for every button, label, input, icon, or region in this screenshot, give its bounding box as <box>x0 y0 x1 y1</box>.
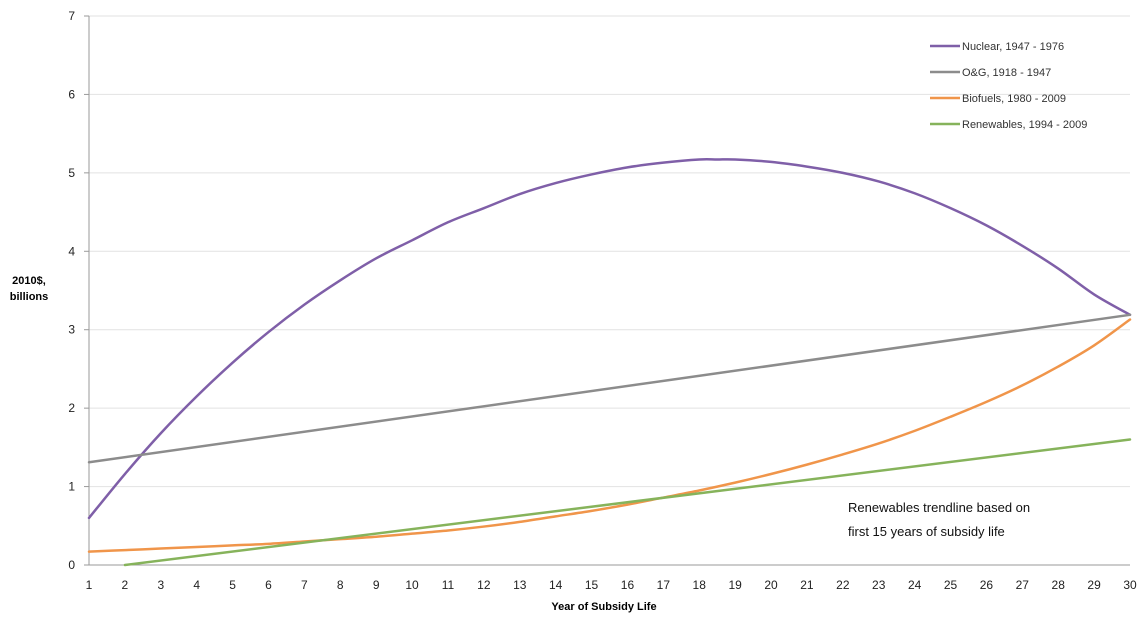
x-tick-label-9: 9 <box>373 578 380 592</box>
x-tick-label-1: 1 <box>86 578 93 592</box>
series-lines <box>87 158 1132 567</box>
y-tick-label-7: 7 <box>68 9 75 23</box>
y-tick-label-3: 3 <box>68 323 75 337</box>
y-axis-title-line-1: 2010$, <box>12 275 46 287</box>
legend-label-2: Biofuels, 1980 - 2009 <box>962 93 1066 105</box>
x-tick-label-6: 6 <box>265 578 272 592</box>
gridlines <box>89 15 1130 488</box>
legend-label-3: Renewables, 1994 - 2009 <box>962 119 1087 131</box>
series-line-1 <box>87 313 1132 464</box>
x-tick-label-26: 26 <box>980 578 994 592</box>
annotation-line-2: first 15 years of subsidy life <box>848 524 1005 539</box>
x-tick-label-5: 5 <box>229 578 236 592</box>
legend-label-0: Nuclear, 1947 - 1976 <box>962 41 1064 53</box>
y-tick-label-6: 6 <box>68 87 75 101</box>
y-tick-label-5: 5 <box>68 166 75 180</box>
x-tick-label-25: 25 <box>944 578 958 592</box>
x-tick-label-16: 16 <box>621 578 635 592</box>
x-tick-label-2: 2 <box>122 578 129 592</box>
x-tick-label-12: 12 <box>477 578 491 592</box>
x-tick-label-21: 21 <box>800 578 814 592</box>
legend: Nuclear, 1947 - 1976 O&G, 1918 - 1947 Biof… <box>930 41 1087 131</box>
legend-label-1: O&G, 1918 - 1947 <box>962 67 1051 79</box>
x-tick-label-30: 30 <box>1123 578 1137 592</box>
x-tick-label-14: 14 <box>549 578 563 592</box>
x-tick-label-8: 8 <box>337 578 344 592</box>
series-line-0 <box>87 158 1132 520</box>
x-tick-label-20: 20 <box>764 578 778 592</box>
y-axis-title-line-2: billions <box>10 291 49 303</box>
x-tick-label-7: 7 <box>301 578 308 592</box>
x-tick-label-15: 15 <box>585 578 599 592</box>
series-line-3 <box>123 438 1132 567</box>
y-tick-label-4: 4 <box>68 244 75 258</box>
x-tick-label-13: 13 <box>513 578 527 592</box>
x-tick-label-27: 27 <box>1016 578 1030 592</box>
series-line-2 <box>87 318 1132 553</box>
y-tick-label-2: 2 <box>68 401 75 415</box>
x-tick-label-29: 29 <box>1087 578 1101 592</box>
x-tick-label-17: 17 <box>657 578 671 592</box>
x-tick-label-23: 23 <box>872 578 886 592</box>
x-tick-label-28: 28 <box>1052 578 1066 592</box>
x-axis-title: Year of Subsidy Life <box>551 601 656 613</box>
y-tick-label-1: 1 <box>68 480 75 494</box>
y-tick-label-0: 0 <box>68 558 75 572</box>
x-tick-label-4: 4 <box>193 578 200 592</box>
x-tick-label-3: 3 <box>157 578 164 592</box>
x-tick-label-22: 22 <box>836 578 850 592</box>
x-tick-label-10: 10 <box>405 578 419 592</box>
axes <box>84 15 1130 566</box>
annotation-line-1: Renewables trendline based on <box>848 500 1030 515</box>
x-tick-label-19: 19 <box>728 578 742 592</box>
x-tick-label-24: 24 <box>908 578 922 592</box>
x-tick-label-18: 18 <box>693 578 707 592</box>
x-tick-label-11: 11 <box>442 578 455 592</box>
